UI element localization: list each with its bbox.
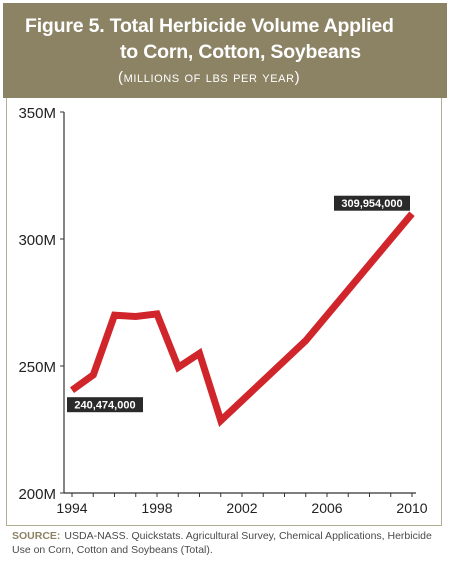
data-label-bg	[334, 195, 410, 211]
data-label: 309,954,000	[341, 198, 402, 210]
figure-header: Figure 5. Total Herbicide Volume Applied…	[3, 3, 447, 98]
line-chart: 200M 250M 300M 350M 1994 1998 2002 2006 2010 240,…	[18, 105, 427, 516]
x-tick-label: 2006	[311, 500, 342, 516]
x-tick-label: 2002	[226, 500, 257, 516]
figure-title-line-1: Figure 5. Total Herbicide Volume Applied	[25, 15, 394, 37]
x-tick-label: 1998	[141, 500, 172, 516]
source-label: SOURCE:	[12, 530, 61, 542]
source-text: USDA-NASS. Quickstats. Agricultural Surv…	[12, 530, 432, 556]
y-tick-label: 350M	[18, 105, 56, 122]
figure-title-line-2: to Corn, Cotton, Soybeans	[120, 41, 361, 63]
y-tick-label: 200M	[18, 486, 56, 503]
figure-subtitle: (millions of lbs per year)	[118, 69, 301, 86]
y-tick-label: 250M	[18, 359, 56, 376]
series-line	[69, 211, 415, 427]
y-tick-label: 300M	[18, 232, 56, 249]
source-note: SOURCE: USDA-NASS. Quickstats. Agricultur…	[12, 529, 442, 557]
plot-area	[6, 98, 442, 526]
data-label: 240,474,000	[74, 400, 135, 412]
x-tick-label: 1994	[56, 500, 87, 516]
data-label-bg	[67, 397, 143, 413]
x-tick-label: 2010	[396, 500, 427, 516]
